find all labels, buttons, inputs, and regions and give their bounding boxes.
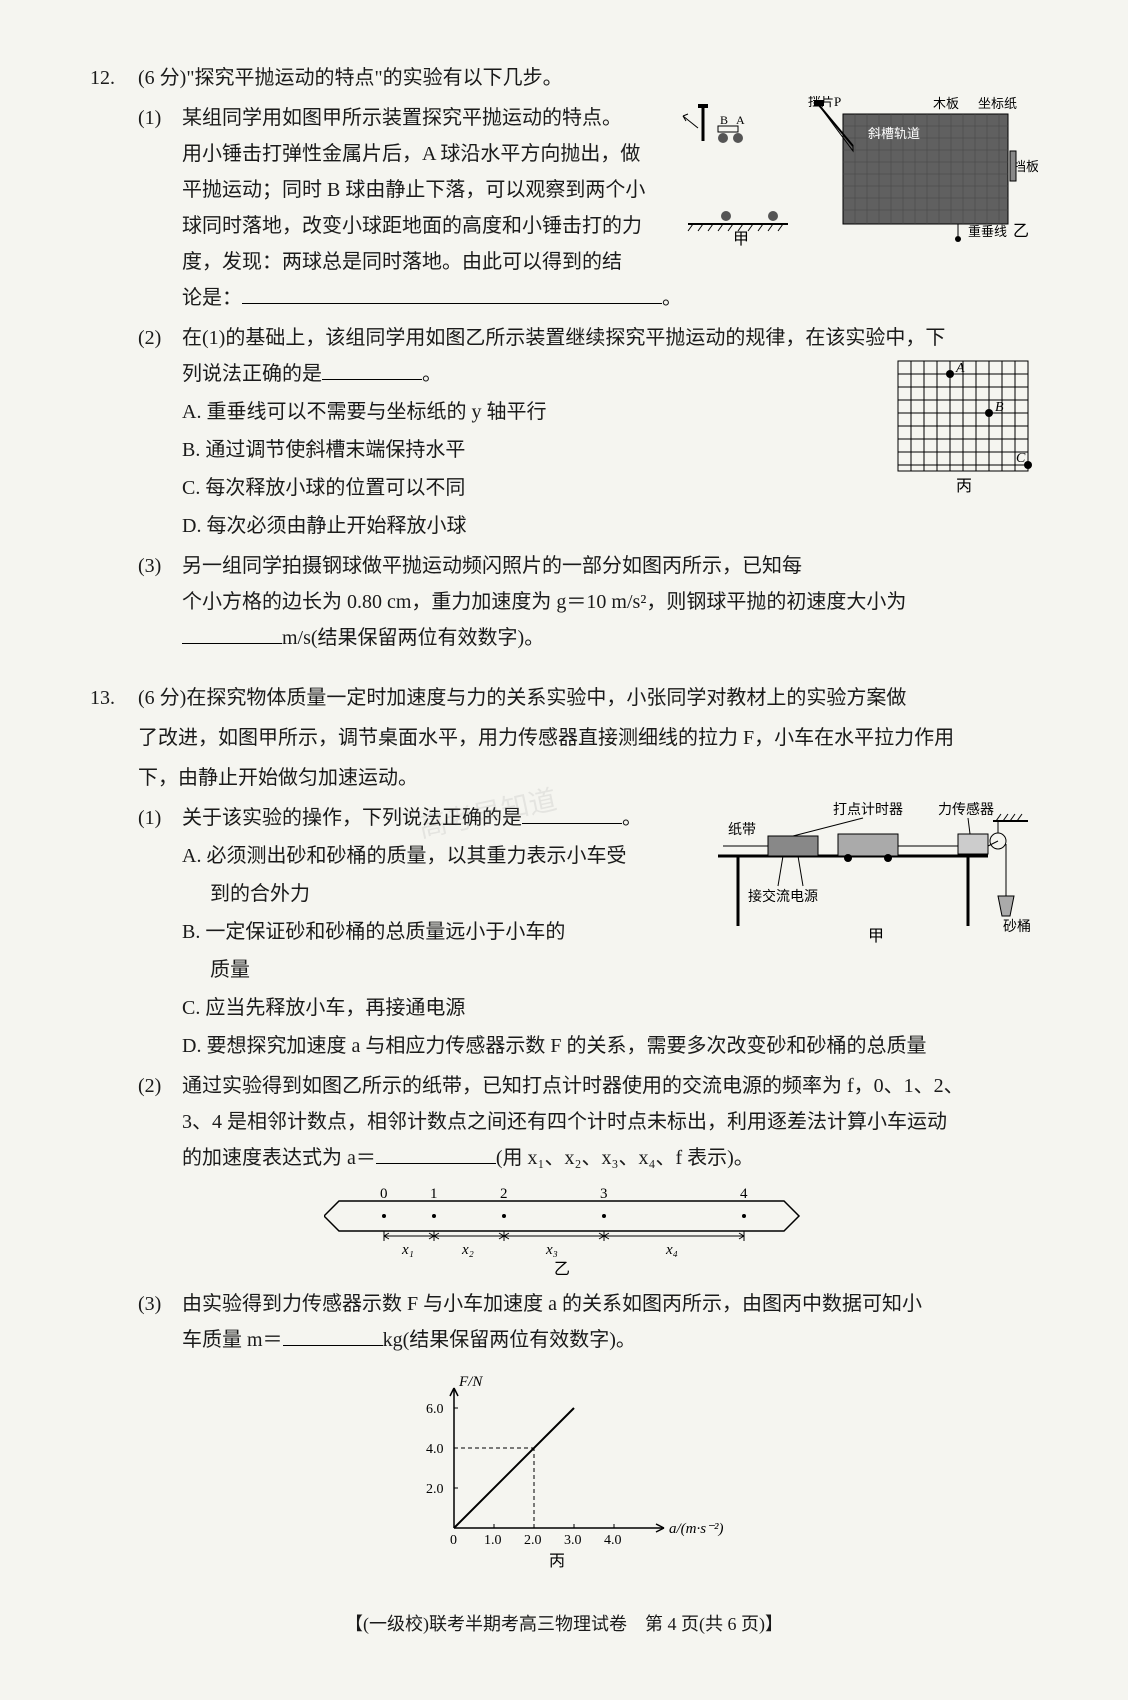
chart-x4: 4.0 xyxy=(604,1533,622,1548)
q13-fig-yi-label: 乙 xyxy=(554,1261,570,1276)
q12-p1-label: (1) xyxy=(138,100,182,136)
q12-p1-line5-text: 论是： xyxy=(182,287,242,309)
q12-p3-line1: 另一组同学拍摄钢球做平抛运动频闪照片的一部分如图丙所示，已知每 xyxy=(182,548,1038,584)
chart-y1: 4.0 xyxy=(426,1442,444,1457)
q13-p1-optC: C. 应当先释放小车，再接通电源 xyxy=(182,990,1038,1026)
tape-pt2: 2 xyxy=(500,1186,508,1202)
q13-p1-optD: D. 要想探究加速度 a 与相应力传感器示数 F 的关系，需要多次改变砂和砂桶的… xyxy=(182,1028,1038,1064)
fig-bing-label: 丙 xyxy=(956,478,972,495)
q13-p3-line1: 由实验得到力传感器示数 F 与小车加速度 a 的关系如图丙所示，由图丙中数据可知… xyxy=(182,1286,1038,1322)
svg-text:B: B xyxy=(995,400,1004,415)
q13-intro-row: (6 分)在探究物体质量一定时加速度与力的关系实验中，小张同学对教材上的实验方案… xyxy=(138,680,1038,716)
q12-title: (6 分)"探究平抛运动的特点"的实验有以下几步。 xyxy=(138,60,1038,96)
q13-part3: (3) 由实验得到力传感器示数 F 与小车加速度 a 的关系如图丙所示，由图丙中… xyxy=(138,1286,1038,1322)
tape-seg2: x₂ xyxy=(461,1242,474,1258)
q13-p2-blank[interactable] xyxy=(376,1140,496,1164)
q13-intro2: 下，由静止开始做匀加速运动。 xyxy=(138,760,1038,796)
q13-p3-label: (3) xyxy=(138,1286,182,1322)
q13-p2-label: (2) xyxy=(138,1068,182,1104)
q13-part1: (1) 关于该实验的操作，下列说法正确的是。 高考早知道 xyxy=(138,800,1038,836)
fig-yi-label: 乙 xyxy=(1013,223,1029,240)
q13-header: 13. (6 分)在探究物体质量一定时加速度与力的关系实验中，小张同学对教材上的… xyxy=(90,680,1038,716)
q12-p1-suffix: 。 xyxy=(662,287,682,309)
q12-p2-blank[interactable] xyxy=(322,356,422,380)
q12-p2-intro2: 列说法正确的是 xyxy=(182,363,322,385)
q12-number: 12. xyxy=(90,60,138,96)
q13-fig-shatong: 砂桶 xyxy=(1003,919,1031,935)
tape-seg1: x₁ xyxy=(401,1242,414,1258)
q12-p3-line3: m/s(结果保留两位有效数字)。 xyxy=(182,620,1038,656)
tape-pt1: 1 xyxy=(430,1186,438,1202)
q13-p3-line2: 车质量 m＝ kg(结果保留两位有效数字)。 xyxy=(182,1322,1038,1358)
q13-number: 13. xyxy=(90,680,138,716)
tape-seg3: x₃ xyxy=(545,1242,558,1258)
page-footer: 【(一级校)联考半期考高三物理试卷 第 4 页(共 6 页)】 xyxy=(90,1608,1038,1640)
q13-p2-line2: 3、4 是相邻计数点，相邻计数点之间还有四个计时点未标出，利用逐差法计算小车运动 xyxy=(182,1104,1038,1140)
q13-points: (6 分) xyxy=(138,687,186,709)
chart-x1: 1.0 xyxy=(484,1533,502,1548)
q12-p3-blank[interactable] xyxy=(182,620,282,644)
q13-p1-optB2: 质量 xyxy=(210,952,1038,988)
q13-p1-intro-row: 关于该实验的操作，下列说法正确的是 。 xyxy=(182,800,698,836)
q13-p3-suf: kg(结果保留两位有效数字)。 xyxy=(383,1329,636,1351)
q13-p3-blank[interactable] xyxy=(283,1322,383,1346)
q12-p2-intro1: 在(1)的基础上，该组同学用如图乙所示装置继续探究平抛运动的规律，在该实验中，下 xyxy=(182,320,1038,356)
q12-title-text: "探究平抛运动的特点"的实验有以下几步。 xyxy=(186,67,562,89)
chart-x2: 2.0 xyxy=(524,1533,542,1548)
q12-p1-line4: 度，发现：两球总是同时落地。由此可以得到的结 xyxy=(182,244,1038,280)
q13-fig-jia-label: 甲 xyxy=(868,928,884,945)
q13-p1-intro: 关于该实验的操作，下列说法正确的是 xyxy=(182,807,522,829)
chart-y-label: F/N xyxy=(458,1374,483,1390)
q13-p1-label: (1) xyxy=(138,800,182,836)
q12-part2: (2) 在(1)的基础上，该组同学用如图乙所示装置继续探究平抛运动的规律，在该实… xyxy=(138,320,1038,356)
q13-intro1: 了改进，如图甲所示，调节桌面水平，用力传感器直接测细线的拉力 F，小车在水平拉力… xyxy=(138,720,1038,756)
q13-intro0: 在探究物体质量一定时加速度与力的关系实验中，小张同学对教材上的实验方案做 xyxy=(186,687,906,709)
tape-pt4: 4 xyxy=(740,1186,748,1202)
q12-p2-optD: D. 每次必须由静止开始释放小球 xyxy=(182,508,1038,544)
q13-p2-line3-suf: (用 x₁、x₂、x₃、x₄、f 表示)。 xyxy=(496,1147,754,1169)
q12-p1-line0: 某组同学用如图甲所示装置探究平抛运动的特点。 xyxy=(182,100,668,136)
q12-points: (6 分) xyxy=(138,67,186,89)
q13-p1-blank[interactable] xyxy=(522,800,622,824)
fig-jia-label: 甲 xyxy=(733,231,749,246)
tape-pt0: 0 xyxy=(380,1186,388,1202)
svg-text:A: A xyxy=(955,361,965,376)
q13-figure-bing: F/N a/(m·s⁻²) 2.0 4.0 6.0 0 1.0 2.0 3.0 … xyxy=(404,1368,724,1568)
question-12: 12. (6 分)"探究平抛运动的特点"的实验有以下几步。 B A xyxy=(90,60,1038,656)
q13-part2: (2) 通过实验得到如图乙所示的纸带，已知打点计时器使用的交流电源的频率为 f，… xyxy=(138,1068,1038,1104)
q13-p1-suffix: 。 xyxy=(622,807,642,829)
question-13: 13. (6 分)在探究物体质量一定时加速度与力的关系实验中，小张同学对教材上的… xyxy=(90,680,1038,1578)
q12-figure-bing: A B C 丙 xyxy=(888,356,1038,496)
chart-x-label: a/(m·s⁻²) xyxy=(669,1521,724,1537)
chart-x0: 0 xyxy=(450,1533,457,1548)
q13-p2-line3: 的加速度表达式为 a＝ (用 x₁、x₂、x₃、x₄、f 表示)。 xyxy=(182,1140,1038,1176)
fig-dangban: 挡板 xyxy=(1013,159,1038,174)
q12-p3-line2: 个小方格的边长为 0.80 cm，重力加速度为 g＝10 m/s²，则钢球平抛的… xyxy=(182,584,1038,620)
q12-p1-line5: 论是： 。 xyxy=(182,280,1038,316)
q13-p3-pre: 车质量 m＝ xyxy=(182,1329,283,1351)
q12-p3-label: (3) xyxy=(138,548,182,584)
q13-p2-line1: 通过实验得到如图乙所示的纸带，已知打点计时器使用的交流电源的频率为 f，0、1、… xyxy=(182,1068,1038,1104)
q12-header: 12. (6 分)"探究平抛运动的特点"的实验有以下几步。 xyxy=(90,60,1038,96)
tape-pt3: 3 xyxy=(600,1186,608,1202)
q12-part3: (3) 另一组同学拍摄钢球做平抛运动频闪照片的一部分如图丙所示，已知每 xyxy=(138,548,1038,584)
q13-figure-yi: 0 1 2 3 4 x₁ x₂ x₃ x₄ 乙 xyxy=(324,1186,804,1276)
q12-p1-blank[interactable] xyxy=(242,280,662,304)
chart-x3: 3.0 xyxy=(564,1533,582,1548)
q13-p2-line3-pre: 的加速度表达式为 a＝ xyxy=(182,1147,376,1169)
q12-p3-unit: m/s(结果保留两位有效数字)。 xyxy=(282,627,544,649)
tape-seg4: x₄ xyxy=(665,1242,678,1258)
q12-part1: (1) 某组同学用如图甲所示装置探究平抛运动的特点。 xyxy=(138,100,1038,136)
chart-y2: 6.0 xyxy=(426,1402,444,1417)
q13-fig-bing-label: 丙 xyxy=(549,1553,565,1568)
svg-text:C: C xyxy=(1016,451,1026,466)
q12-p2-label: (2) xyxy=(138,320,182,356)
fig-chongchui: 重垂线 xyxy=(968,224,1007,239)
q12-p2-suffix: 。 xyxy=(422,363,442,385)
chart-y0: 2.0 xyxy=(426,1482,444,1497)
q13-fig-jiejiao: 接交流电源 xyxy=(748,888,818,905)
